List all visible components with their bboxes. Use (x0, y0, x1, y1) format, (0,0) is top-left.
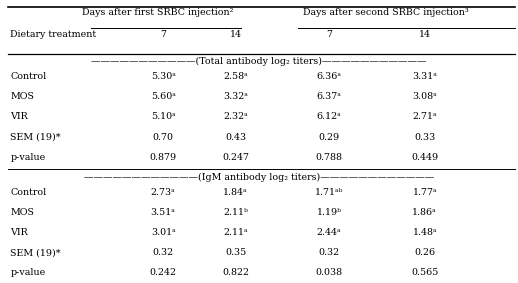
Text: 2.11ᵃ: 2.11ᵃ (223, 228, 248, 237)
Text: 5.60ᵃ: 5.60ᵃ (151, 92, 176, 101)
Text: 1.19ᵇ: 1.19ᵇ (316, 208, 341, 217)
Text: MOS: MOS (10, 92, 34, 101)
Text: 3.08ᵃ: 3.08ᵃ (412, 92, 437, 101)
Text: 0.242: 0.242 (150, 268, 177, 277)
Text: 2.32ᵃ: 2.32ᵃ (223, 112, 248, 121)
Text: SEM (19)*: SEM (19)* (10, 132, 61, 142)
Text: 14: 14 (229, 30, 242, 39)
Text: 0.35: 0.35 (225, 248, 247, 257)
Text: 0.879: 0.879 (150, 153, 177, 162)
Text: 6.36ᵃ: 6.36ᵃ (316, 72, 341, 81)
Text: Control: Control (10, 72, 47, 81)
Text: 0.247: 0.247 (222, 153, 249, 162)
Text: 7: 7 (160, 30, 166, 39)
Text: p-value: p-value (10, 268, 46, 277)
Text: 6.37ᵃ: 6.37ᵃ (316, 92, 341, 101)
Text: 3.32ᵃ: 3.32ᵃ (223, 92, 248, 101)
Text: 2.73ᵃ: 2.73ᵃ (151, 188, 176, 197)
Text: 0.449: 0.449 (411, 153, 438, 162)
Text: 7: 7 (326, 30, 332, 39)
Text: 2.11ᵇ: 2.11ᵇ (223, 208, 248, 217)
Text: MOS: MOS (10, 208, 34, 217)
Text: 0.43: 0.43 (225, 132, 246, 142)
Text: 0.70: 0.70 (153, 132, 174, 142)
Text: p-value: p-value (10, 153, 46, 162)
Text: 0.565: 0.565 (411, 268, 438, 277)
Text: 0.32: 0.32 (319, 248, 339, 257)
Text: 1.71ᵃᵇ: 1.71ᵃᵇ (314, 188, 343, 197)
Text: ———————————(Total antibody log₂ titers)———————————: ———————————(Total antibody log₂ titers)—… (91, 57, 427, 66)
Text: 1.86ᵃ: 1.86ᵃ (412, 208, 437, 217)
Text: SEM (19)*: SEM (19)* (10, 248, 61, 257)
Text: 1.48ᵃ: 1.48ᵃ (412, 228, 437, 237)
Text: ————————————(IgM antibody log₂ titers)————————————: ————————————(IgM antibody log₂ titers)——… (84, 173, 434, 182)
Text: VIR: VIR (10, 228, 28, 237)
Text: 0.038: 0.038 (315, 268, 342, 277)
Text: 3.51ᵃ: 3.51ᵃ (151, 208, 176, 217)
Text: Days after second SRBC injection³: Days after second SRBC injection³ (303, 8, 469, 18)
Text: Days after first SRBC injection²: Days after first SRBC injection² (82, 8, 234, 18)
Text: 6.12ᵃ: 6.12ᵃ (316, 112, 341, 121)
Text: 2.58ᵃ: 2.58ᵃ (223, 72, 248, 81)
Text: 14: 14 (419, 30, 431, 39)
Text: 5.30ᵃ: 5.30ᵃ (151, 72, 176, 81)
Text: 1.77ᵃ: 1.77ᵃ (412, 188, 437, 197)
Text: 1.84ᵃ: 1.84ᵃ (223, 188, 248, 197)
Text: Control: Control (10, 188, 47, 197)
Text: 0.33: 0.33 (414, 132, 436, 142)
Text: 5.10ᵃ: 5.10ᵃ (151, 112, 176, 121)
Text: 0.32: 0.32 (153, 248, 174, 257)
Text: 0.822: 0.822 (222, 268, 249, 277)
Text: Dietary treatment: Dietary treatment (10, 30, 96, 39)
Text: 0.26: 0.26 (414, 248, 435, 257)
Text: 0.788: 0.788 (315, 153, 342, 162)
Text: 0.29: 0.29 (319, 132, 339, 142)
Text: 3.01ᵃ: 3.01ᵃ (151, 228, 176, 237)
Text: VIR: VIR (10, 112, 28, 121)
Text: 2.44ᵃ: 2.44ᵃ (316, 228, 341, 237)
Text: 3.31ᵃ: 3.31ᵃ (412, 72, 437, 81)
Text: 2.71ᵃ: 2.71ᵃ (412, 112, 437, 121)
